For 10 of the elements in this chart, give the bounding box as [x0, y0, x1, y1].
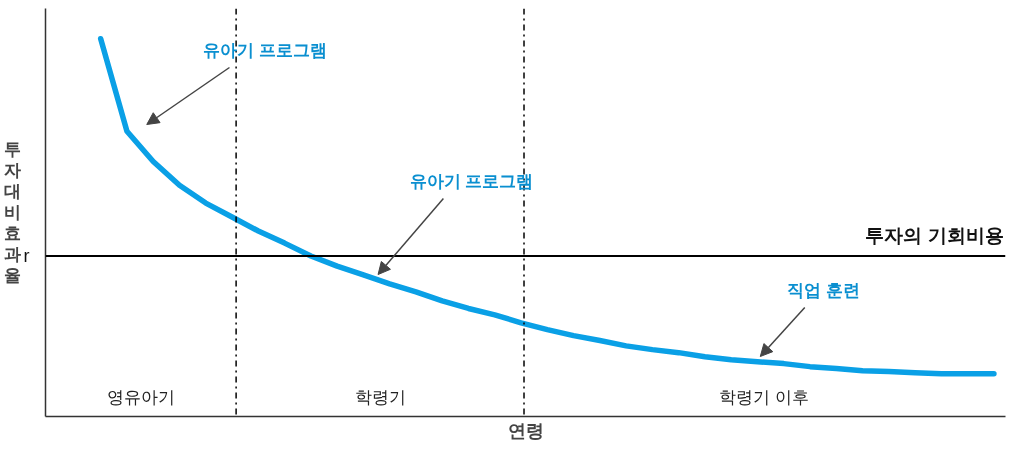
x-axis-title: 연령	[507, 420, 544, 441]
annotation: 학령기	[354, 387, 406, 407]
y-axis-title: 투자대비효과율	[3, 140, 21, 285]
annotation: 유아기 프로그램	[203, 41, 327, 60]
annotation: 유아기 프로그램	[409, 172, 534, 191]
text: r	[23, 245, 30, 266]
annotation: 영유아기	[106, 387, 175, 407]
annotation: 직업 훈련	[787, 281, 861, 300]
annotation: 학령기 이후	[719, 387, 810, 407]
ref-line-label: 투자의 기회비용	[865, 224, 1004, 246]
